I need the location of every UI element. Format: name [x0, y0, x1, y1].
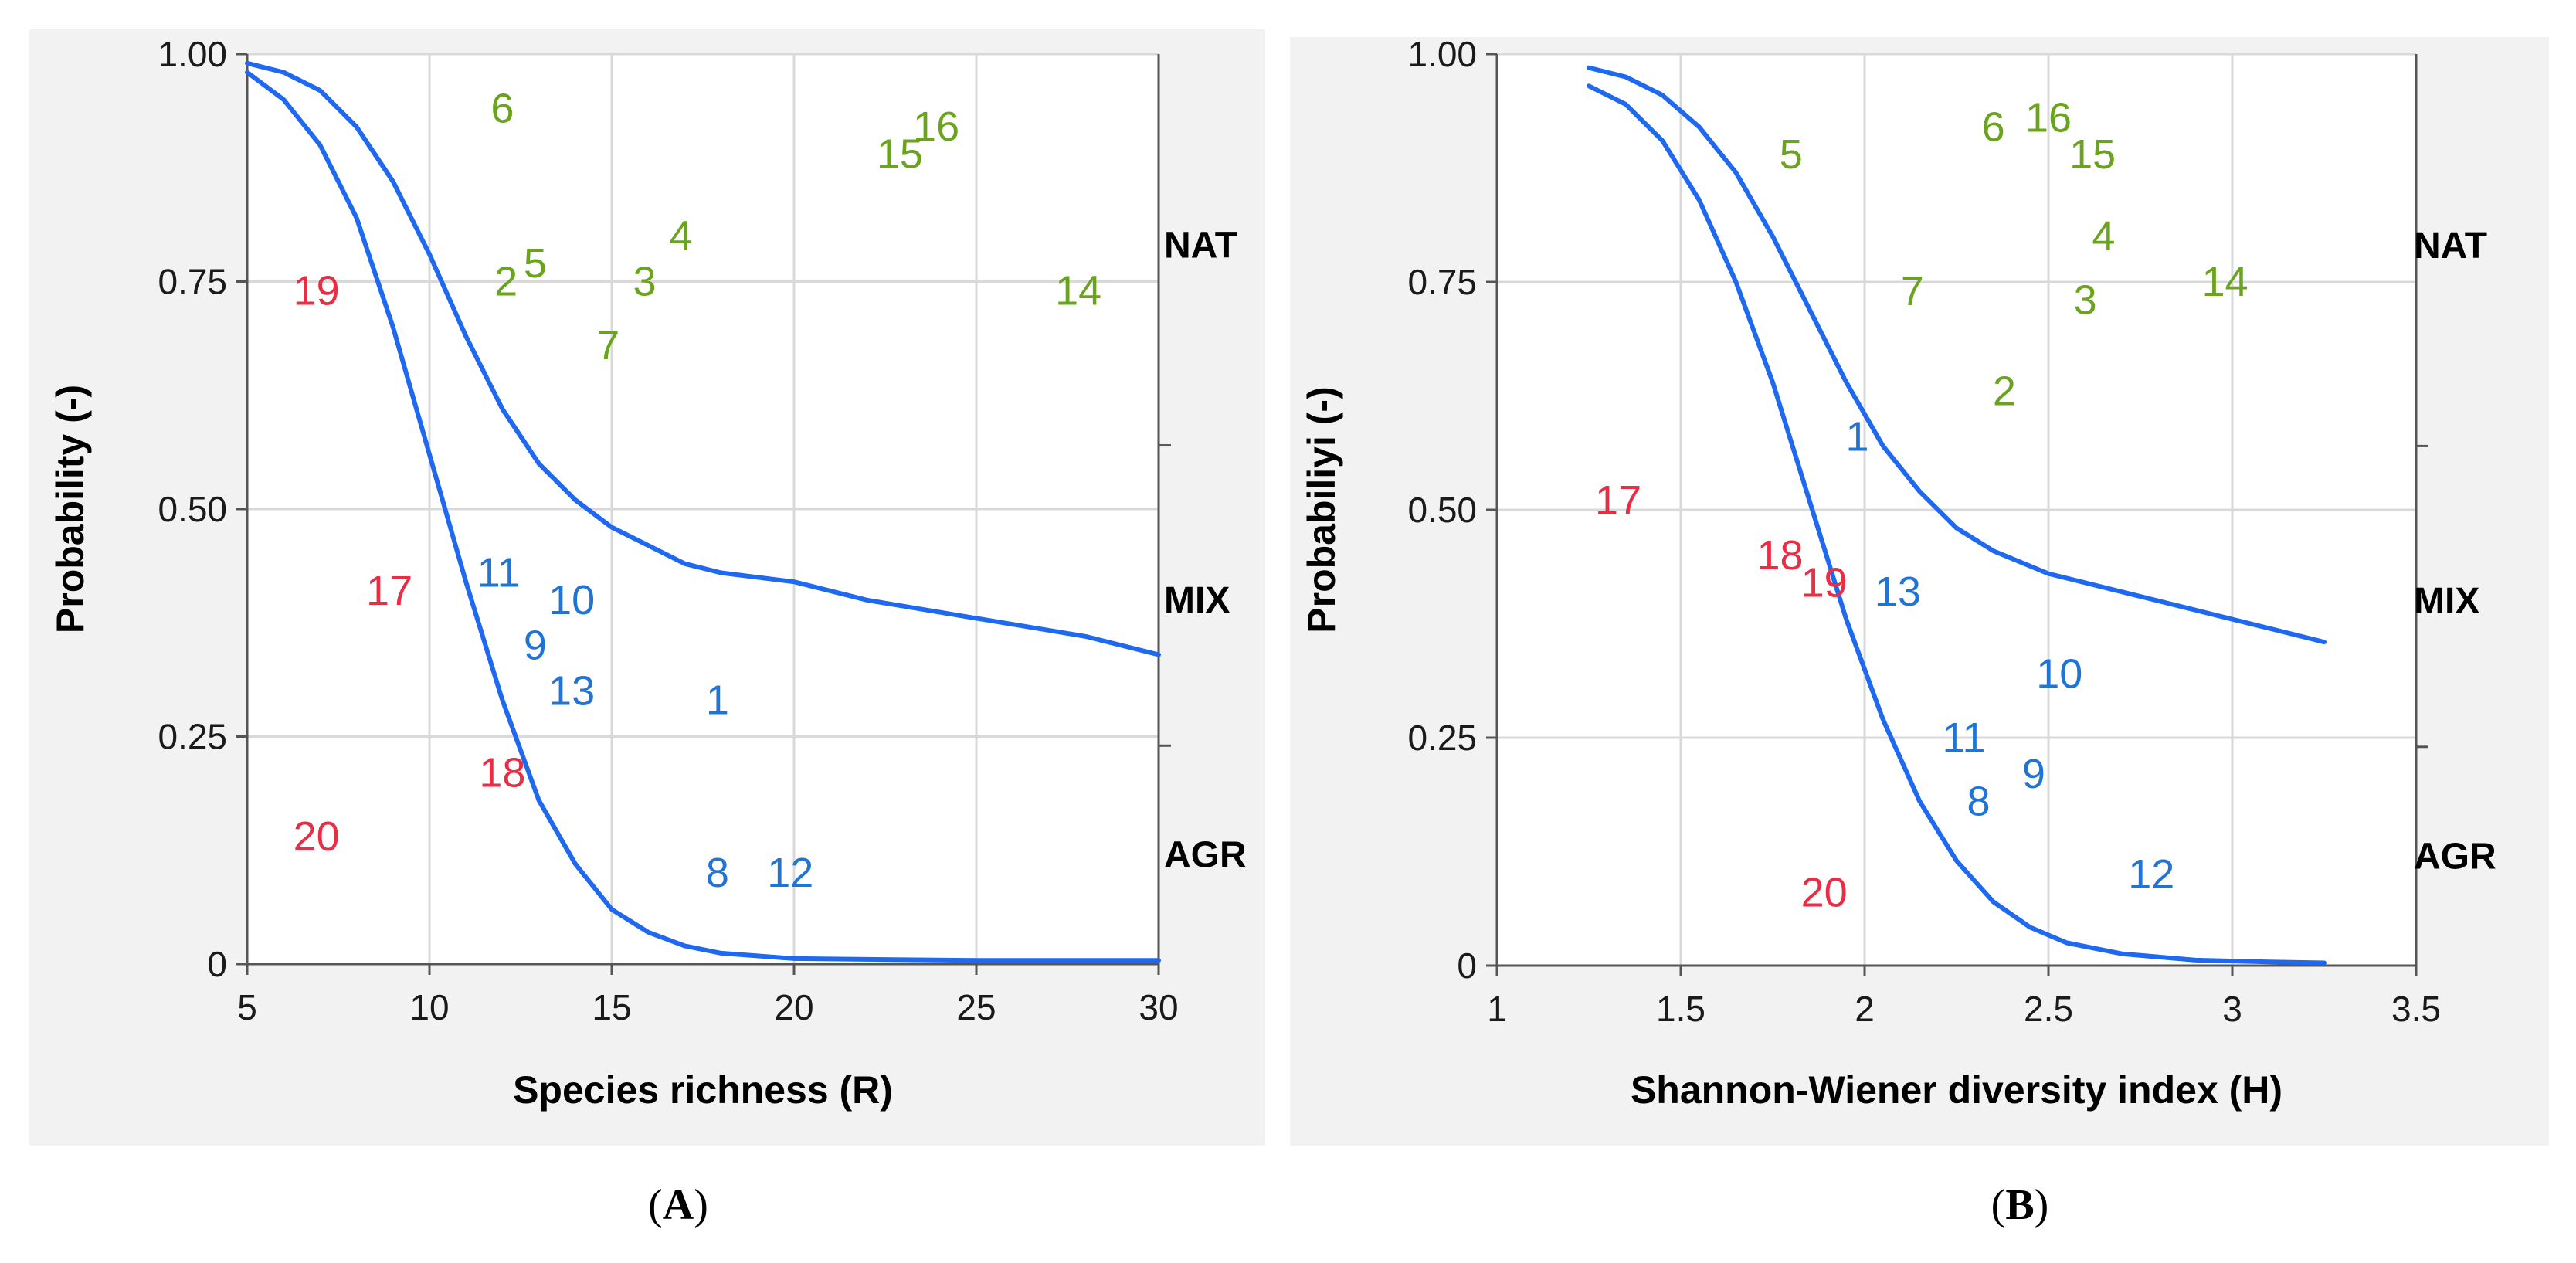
- data-point-14: 14: [1055, 267, 1101, 314]
- data-point-4: 4: [670, 213, 693, 260]
- data-point-5: 5: [524, 240, 547, 287]
- panel-a-caption: (A): [648, 1181, 708, 1229]
- category-label-agr: AGR: [2414, 836, 2496, 877]
- data-point-16: 16: [2025, 95, 2072, 141]
- data-point-1: 1: [706, 677, 729, 723]
- panel-b-caption: (B): [1991, 1181, 2049, 1229]
- y-tick-label: 0.75: [1407, 262, 1477, 302]
- category-label-nat: NAT: [1164, 225, 1237, 266]
- data-point-19: 19: [1801, 559, 1848, 606]
- x-tick-label: 1: [1487, 989, 1507, 1029]
- data-point-5: 5: [1780, 131, 1803, 178]
- data-point-1: 1: [1845, 414, 1868, 460]
- data-point-11: 11: [477, 549, 521, 596]
- x-axis-title: Species richness (R): [513, 1068, 893, 1112]
- curve-boundary-upper: [245, 60, 1161, 657]
- data-point-8: 8: [706, 850, 729, 896]
- x-tick-label: 15: [592, 987, 631, 1027]
- data-point-15: 15: [877, 131, 923, 178]
- data-point-19: 19: [294, 267, 340, 314]
- data-point-6: 6: [490, 86, 514, 132]
- data-point-10: 10: [2036, 650, 2082, 697]
- category-label-nat: NAT: [2414, 226, 2487, 267]
- x-tick-label: 3.5: [2391, 989, 2441, 1029]
- data-point-17: 17: [1595, 477, 1641, 524]
- y-axis-title: Probabiliyi (-): [1300, 386, 1343, 633]
- category-label-mix: MIX: [1164, 580, 1230, 621]
- y-tick-label: 1.00: [1407, 34, 1477, 74]
- x-axis-title: Shannon-Wiener diversity index (H): [1631, 1068, 2282, 1112]
- x-tick-label: 2: [1855, 989, 1875, 1029]
- data-point-12: 12: [767, 850, 813, 896]
- data-point-12: 12: [2128, 851, 2174, 898]
- x-tick-label: 3: [2222, 989, 2242, 1029]
- x-tick-label: 25: [956, 987, 996, 1027]
- x-tick-label: 30: [1139, 987, 1178, 1027]
- category-label-mix: MIX: [2414, 581, 2479, 622]
- data-point-4: 4: [2092, 213, 2115, 260]
- data-point-13: 13: [1875, 569, 1921, 615]
- data-point-8: 8: [1967, 779, 1991, 825]
- x-tick-label: 10: [409, 987, 449, 1027]
- y-tick-label: 0.75: [158, 262, 227, 302]
- data-point-11: 11: [1942, 715, 1985, 761]
- data-point-14: 14: [2201, 259, 2248, 305]
- data-point-20: 20: [1801, 870, 1848, 916]
- panel-b-caption-letter: B: [2005, 1181, 2035, 1229]
- data-point-2: 2: [494, 259, 518, 305]
- data-point-15: 15: [2069, 131, 2116, 178]
- data-point-20: 20: [294, 813, 340, 860]
- data-point-6: 6: [1982, 104, 2005, 150]
- y-tick-label: 0.25: [158, 717, 227, 757]
- y-axis-title: Probability (-): [49, 385, 92, 633]
- data-point-18: 18: [479, 750, 525, 796]
- y-tick-label: 0: [1457, 946, 1477, 986]
- data-point-13: 13: [548, 668, 595, 715]
- data-point-9: 9: [2022, 751, 2045, 797]
- y-tick-label: 0.25: [1407, 718, 1477, 758]
- x-tick-label: 1.5: [1656, 989, 1705, 1029]
- x-tick-label: 5: [237, 987, 257, 1027]
- data-point-7: 7: [1901, 268, 1924, 314]
- data-point-3: 3: [633, 259, 656, 305]
- data-point-2: 2: [1993, 368, 2016, 415]
- y-tick-label: 0: [207, 944, 227, 984]
- curve-boundary-lower: [1587, 83, 2327, 966]
- data-point-17: 17: [366, 568, 412, 614]
- curve-boundary-upper: [1587, 65, 2327, 645]
- data-point-18: 18: [1756, 532, 1803, 579]
- category-label-agr: AGR: [1164, 835, 1247, 876]
- x-tick-label: 2.5: [2024, 989, 2073, 1029]
- y-tick-label: 1.00: [158, 34, 227, 74]
- data-point-16: 16: [913, 104, 959, 150]
- data-point-9: 9: [524, 623, 547, 669]
- y-tick-label: 0.50: [1407, 490, 1477, 530]
- data-point-7: 7: [596, 322, 619, 368]
- y-tick-label: 0.50: [158, 489, 227, 529]
- panel-a-caption-letter: A: [662, 1181, 694, 1229]
- data-point-3: 3: [2074, 277, 2097, 324]
- data-point-10: 10: [548, 577, 595, 623]
- x-tick-label: 20: [774, 987, 813, 1027]
- curve-boundary-lower: [245, 70, 1161, 963]
